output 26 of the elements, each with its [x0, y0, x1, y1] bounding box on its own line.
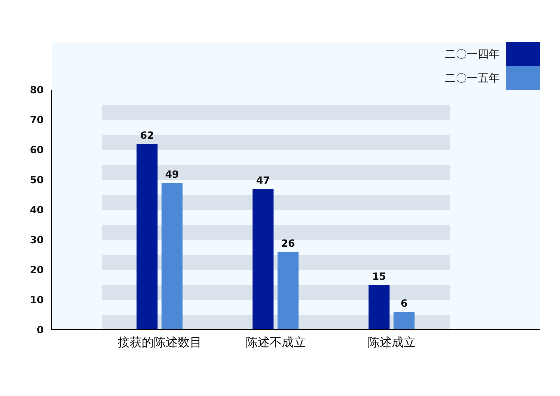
bar — [136, 144, 158, 330]
y-tick-label: 70 — [30, 116, 44, 127]
legend-label: 二〇一五年 — [445, 70, 500, 86]
bar — [162, 183, 183, 330]
data-label: 15 — [372, 272, 386, 283]
y-tick-label: 80 — [30, 86, 44, 97]
y-tick-label: 20 — [30, 266, 44, 277]
data-label: 6 — [400, 299, 408, 310]
x-tick-label: 陈述不成立 — [246, 336, 306, 350]
y-tick-label: 10 — [30, 296, 44, 307]
data-label: 62 — [140, 131, 154, 142]
bar — [368, 285, 390, 330]
data-label: 47 — [256, 176, 270, 187]
legend-label: 二〇一四年 — [445, 46, 500, 62]
bar — [394, 312, 415, 330]
y-tick-label: 60 — [30, 146, 44, 157]
y-tick-label: 50 — [30, 176, 44, 187]
bar — [278, 252, 299, 330]
x-tick-label: 陈述成立 — [368, 336, 416, 350]
y-tick-label: 0 — [37, 326, 44, 337]
y-tick-label: 30 — [30, 236, 44, 247]
data-label: 49 — [165, 170, 180, 181]
x-tick-label: 接获的陈述数目 — [118, 336, 202, 350]
bar — [252, 189, 274, 330]
data-label: 26 — [281, 239, 296, 250]
y-tick-label: 40 — [30, 206, 44, 217]
